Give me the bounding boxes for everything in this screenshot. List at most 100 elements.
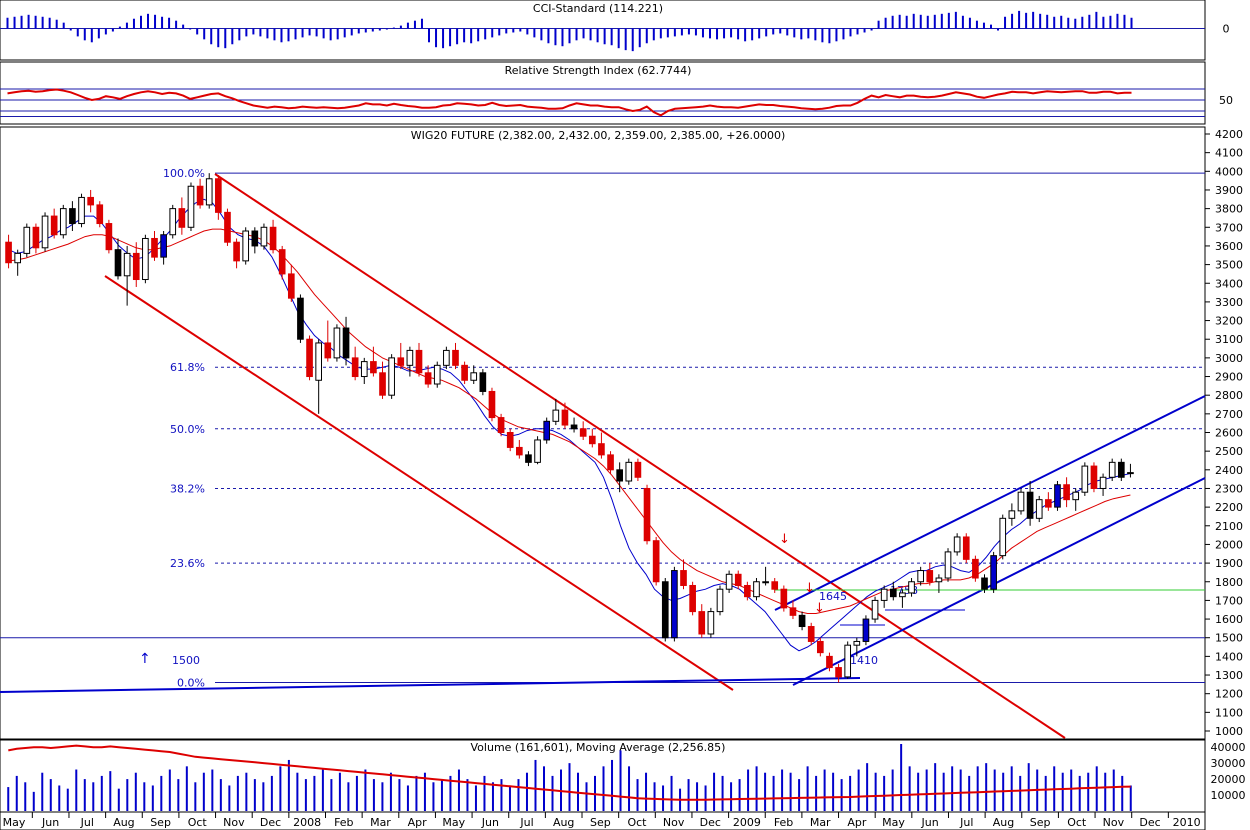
price-grid-layer: 1000 1100 1200 1300 1400 1500 1600 1700 1800 1900… xyxy=(0,128,1243,738)
candle-body xyxy=(561,409,569,426)
volume-tick-label: 10000 xyxy=(1211,789,1246,802)
price-tick-label: 3600 xyxy=(1215,240,1243,253)
candle-body xyxy=(50,215,58,236)
price-tick-label: 3000 xyxy=(1215,352,1243,365)
x-tick-label: Mar xyxy=(810,816,831,829)
candle-body xyxy=(269,226,277,251)
price-tick-label: 3700 xyxy=(1215,221,1243,234)
fib-level-label: 38.2% xyxy=(170,482,205,495)
price-tick-label: 2700 xyxy=(1215,408,1243,421)
uptrend-lower-line xyxy=(792,477,1206,686)
candle-body xyxy=(424,372,432,385)
volume-tick-label: 20000 xyxy=(1211,773,1246,786)
candle-body xyxy=(671,570,678,639)
rsi-title: Relative Strength Index (62.7744) xyxy=(505,64,692,77)
candle-body xyxy=(196,185,204,206)
candle-body xyxy=(1026,491,1034,519)
candle-body xyxy=(287,273,295,299)
price-tick-label: 1000 xyxy=(1215,725,1243,738)
candle-body xyxy=(798,614,806,628)
candle-body xyxy=(415,349,423,374)
price-tick-label: 4200 xyxy=(1215,128,1243,141)
uptrend-upper-line xyxy=(774,395,1206,611)
price-tick-label: 1900 xyxy=(1215,557,1243,570)
candle-body xyxy=(215,178,222,213)
longterm-support-line xyxy=(0,677,861,693)
candle-body xyxy=(1117,461,1125,478)
price-tick-label: 1200 xyxy=(1215,688,1243,701)
price-tick-label: 2800 xyxy=(1215,389,1243,402)
candle-body xyxy=(1008,510,1016,519)
price-tick-label: 1500 xyxy=(1215,632,1243,645)
candle-body xyxy=(643,487,651,542)
x-tick-label: Aug xyxy=(553,816,574,829)
fib-level-label: 100.0% xyxy=(163,167,205,180)
price-tick-label: 2900 xyxy=(1215,371,1243,384)
price-tick-label: 4000 xyxy=(1215,165,1243,178)
candle-body xyxy=(689,584,696,613)
candle-body xyxy=(962,536,970,560)
x-tick-label: Sep xyxy=(150,816,171,829)
candle-body xyxy=(871,599,879,620)
candle-body xyxy=(187,185,195,228)
candle-body xyxy=(588,435,596,445)
candle-body xyxy=(570,424,578,430)
candle-body xyxy=(1045,499,1052,508)
candle-body xyxy=(607,454,614,471)
price-layer xyxy=(5,173,1134,683)
candle-body xyxy=(826,655,833,669)
candle-body xyxy=(944,551,952,579)
candle-body xyxy=(1127,472,1134,475)
up-arrow-icon: ↑ xyxy=(139,651,151,667)
candle-body xyxy=(324,342,332,359)
candle-body xyxy=(844,644,852,678)
candle-body xyxy=(370,361,377,374)
x-axis-layer: May Jun Jul Aug Sep Oct Nov Dec 2008 Feb Mar Apr May… xyxy=(3,812,1201,829)
candle-body xyxy=(351,357,359,378)
price-tick-label: 3100 xyxy=(1215,333,1243,346)
price-tick-label: 2200 xyxy=(1215,501,1243,514)
fib-level-label: 0.0% xyxy=(177,676,205,689)
price-tick-label: 2100 xyxy=(1215,520,1243,533)
x-tick-label: Nov xyxy=(663,816,685,829)
volume-ma-line xyxy=(8,744,1131,801)
price-panel xyxy=(0,126,1206,740)
candle-body xyxy=(981,577,988,590)
candle-body xyxy=(926,570,934,583)
candle-body xyxy=(32,226,40,249)
candle-body xyxy=(780,588,788,609)
candle-body xyxy=(260,226,268,247)
candle-body xyxy=(69,208,76,225)
price-tick-label: 2600 xyxy=(1215,427,1243,440)
annotation-1645: 1645 xyxy=(819,590,847,603)
candle-body xyxy=(1072,491,1080,501)
candle-body xyxy=(169,208,177,236)
candle-body xyxy=(652,540,660,583)
price-tick-label: 4100 xyxy=(1215,147,1243,160)
x-tick-label: Apr xyxy=(408,816,428,829)
price-tick-label: 3400 xyxy=(1215,277,1243,290)
candle-body xyxy=(406,349,414,366)
candle-body xyxy=(96,204,104,225)
fib-level-label: 50.0% xyxy=(170,423,205,436)
x-tick-label: Jun xyxy=(481,816,499,829)
candle-body xyxy=(917,570,924,583)
price-tick-label: 1300 xyxy=(1215,669,1243,682)
candle-body xyxy=(306,338,313,378)
candle-body xyxy=(160,234,167,258)
candle-body xyxy=(278,249,286,275)
long-ma-line xyxy=(8,228,1131,614)
down-arrow-icon: ↓ xyxy=(779,532,790,547)
candle-body xyxy=(297,297,304,340)
price-tick-label: 2400 xyxy=(1215,464,1243,477)
candle-body xyxy=(452,349,459,366)
x-tick-label: Mar xyxy=(370,816,391,829)
candle-body xyxy=(333,327,341,359)
candle-body xyxy=(178,208,186,228)
price-title: WIG20 FUTURE (2,382.00, 2,432.00, 2,359.… xyxy=(411,129,786,142)
candle-body xyxy=(543,420,551,441)
x-tick-label: Sep xyxy=(1030,816,1051,829)
candle-body xyxy=(488,390,496,419)
candle-body xyxy=(807,626,815,642)
